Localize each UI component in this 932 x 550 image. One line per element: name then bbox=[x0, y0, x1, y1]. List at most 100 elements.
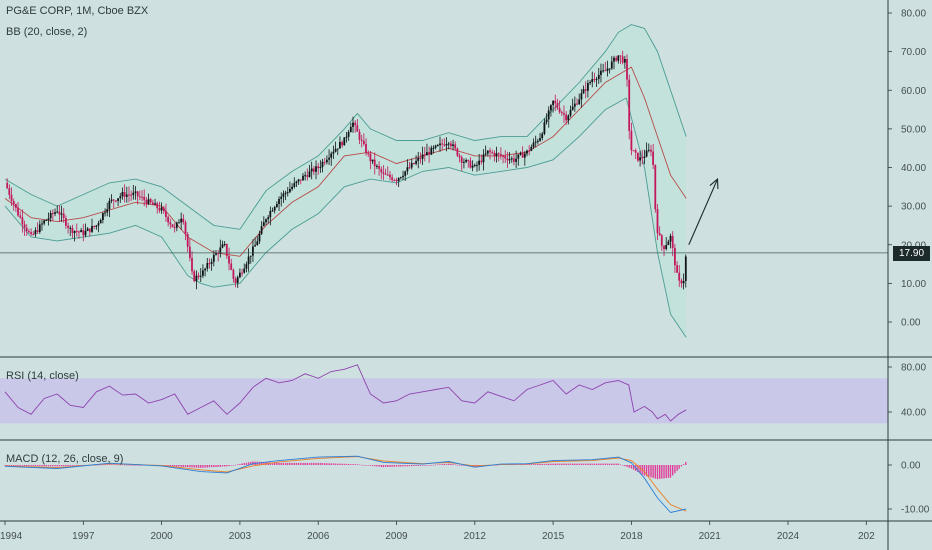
candle-body bbox=[56, 211, 59, 213]
candle-body bbox=[519, 153, 522, 155]
macd-pane[interactable] bbox=[4, 455, 687, 513]
candle-body bbox=[617, 55, 620, 61]
symbol-title: PG&E CORP, 1M, Cboe BZX bbox=[6, 5, 149, 17]
candle-body bbox=[15, 204, 17, 208]
macd-histogram-bar bbox=[313, 462, 315, 465]
candle-body bbox=[532, 142, 535, 147]
candle-body bbox=[380, 168, 383, 173]
candle-body bbox=[339, 142, 341, 149]
candle-body bbox=[12, 201, 15, 205]
candle-body bbox=[454, 144, 457, 149]
candle-body bbox=[197, 275, 200, 277]
macd-histogram-bar bbox=[119, 464, 121, 466]
candle-body bbox=[637, 152, 639, 161]
candle-body bbox=[273, 207, 276, 211]
rsi-label: RSI (14, close) bbox=[6, 370, 79, 382]
macd-histogram-bar bbox=[23, 465, 26, 466]
candle-body bbox=[389, 174, 391, 178]
candle-body bbox=[45, 220, 48, 221]
candle-body bbox=[121, 192, 124, 197]
macd-histogram-bar bbox=[678, 465, 680, 469]
candle-body bbox=[347, 132, 350, 137]
macd-histogram-bar bbox=[669, 465, 672, 478]
candle-body bbox=[171, 224, 174, 228]
macd-histogram-bar bbox=[334, 463, 337, 465]
macd-histogram-bar bbox=[60, 465, 63, 467]
macd-histogram-bar bbox=[330, 463, 332, 465]
macd-histogram-bar bbox=[317, 462, 319, 465]
candle-body bbox=[8, 188, 11, 195]
candle-body bbox=[608, 68, 611, 70]
macd-histogram-bar bbox=[328, 463, 330, 465]
macd-histogram-bar bbox=[219, 465, 221, 467]
candle-body bbox=[293, 183, 296, 187]
candle-body bbox=[84, 230, 87, 236]
candle-body bbox=[384, 173, 387, 175]
rsi-pane[interactable] bbox=[0, 364, 888, 424]
candle-body bbox=[193, 271, 196, 282]
macd-histogram-bar bbox=[300, 462, 302, 465]
candle-body bbox=[495, 153, 498, 157]
candle-body bbox=[51, 213, 54, 214]
bb-fill bbox=[5, 24, 687, 338]
macd-histogram-bar bbox=[528, 464, 530, 465]
macd-histogram-bar bbox=[282, 462, 285, 465]
macd-histogram-bar bbox=[363, 465, 365, 466]
candle-body bbox=[456, 148, 459, 156]
bb-lower-line bbox=[4, 97, 687, 338]
macd-histogram-bar bbox=[432, 464, 435, 466]
macd-histogram-bar bbox=[36, 465, 39, 467]
macd-histogram-bar bbox=[606, 463, 609, 465]
candle-body bbox=[219, 247, 222, 254]
candle-body bbox=[386, 174, 389, 176]
macd-histogram-bar bbox=[539, 463, 541, 465]
candle-body bbox=[115, 200, 117, 202]
macd-histogram-bar bbox=[535, 464, 537, 465]
macd-histogram-bar bbox=[628, 465, 630, 468]
macd-histogram-bar bbox=[574, 463, 576, 465]
macd-histogram-bar bbox=[206, 465, 208, 468]
macd-histogram-bar bbox=[676, 465, 678, 471]
candle-body bbox=[556, 103, 559, 108]
candle-body bbox=[365, 144, 367, 154]
candle-body bbox=[141, 196, 143, 198]
macd-histogram-bar bbox=[274, 462, 276, 465]
macd-histogram-bar bbox=[271, 462, 274, 465]
macd-histogram-bar bbox=[287, 462, 289, 465]
candle-body bbox=[204, 268, 206, 271]
macd-histogram-bar bbox=[319, 463, 322, 465]
macd-histogram-bar bbox=[169, 465, 171, 467]
candle-body bbox=[441, 143, 444, 145]
macd-histogram-bar bbox=[263, 462, 265, 465]
candle-body bbox=[319, 167, 322, 169]
candle-body bbox=[547, 110, 550, 120]
macd-histogram-bar bbox=[30, 465, 32, 467]
macd-histogram-bar bbox=[650, 465, 652, 478]
candle-body bbox=[432, 147, 435, 149]
candle-body bbox=[254, 245, 256, 247]
candle-body bbox=[399, 177, 402, 179]
macd-histogram-bar bbox=[604, 463, 606, 465]
macd-histogram-bar bbox=[295, 462, 298, 465]
candle-body bbox=[210, 261, 213, 264]
candle-body bbox=[99, 220, 102, 224]
candle-body bbox=[243, 268, 246, 273]
candle-body bbox=[186, 234, 189, 247]
candle-body bbox=[423, 154, 426, 156]
macd-histogram-bar bbox=[630, 465, 633, 469]
price-pane[interactable] bbox=[0, 24, 888, 338]
candle-body bbox=[130, 194, 132, 196]
candle-body bbox=[167, 216, 169, 223]
candle-body bbox=[341, 142, 343, 146]
candle-body bbox=[526, 150, 528, 154]
candle-body bbox=[671, 235, 674, 248]
macd-histogram-bar bbox=[250, 461, 252, 465]
macd-histogram-bar bbox=[439, 464, 441, 465]
candle-body bbox=[491, 152, 494, 154]
macd-histogram-bar bbox=[595, 463, 598, 465]
candle-body bbox=[473, 164, 476, 166]
macd-histogram-bar bbox=[345, 463, 348, 465]
candle-body bbox=[330, 153, 333, 158]
